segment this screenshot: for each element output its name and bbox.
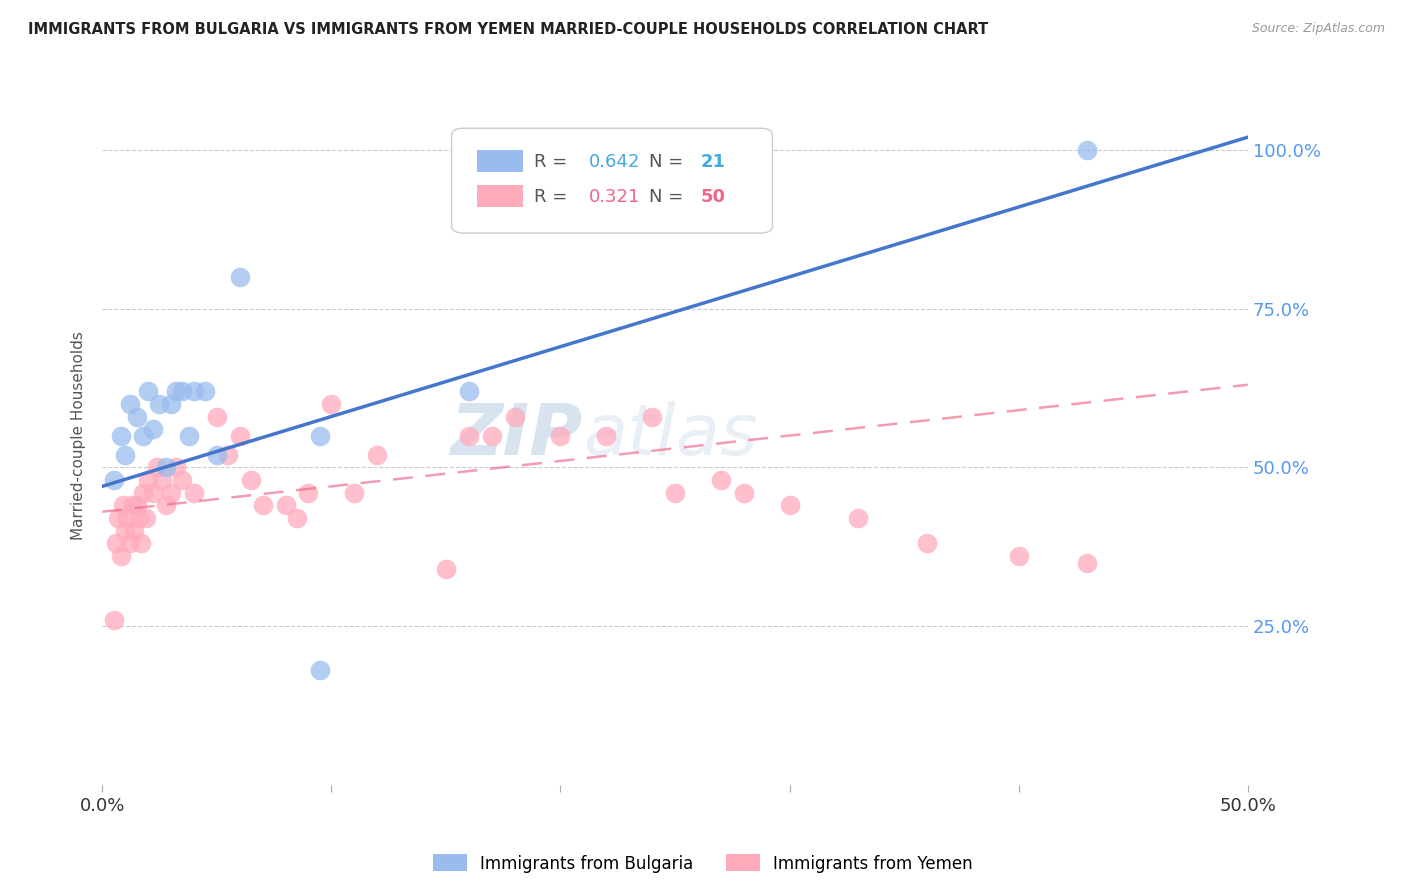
Point xyxy=(121,499,143,513)
Point xyxy=(155,499,177,513)
Point xyxy=(481,428,503,442)
Point xyxy=(118,397,141,411)
FancyBboxPatch shape xyxy=(477,185,523,207)
Point xyxy=(135,511,157,525)
Point xyxy=(132,485,155,500)
Point xyxy=(136,473,159,487)
Point xyxy=(205,448,228,462)
Point xyxy=(240,473,263,487)
Point xyxy=(155,460,177,475)
FancyBboxPatch shape xyxy=(451,128,772,233)
Text: 0.642: 0.642 xyxy=(589,153,641,170)
Text: ZIP: ZIP xyxy=(451,401,583,470)
Point xyxy=(205,409,228,424)
Point xyxy=(114,524,136,538)
Point xyxy=(595,428,617,442)
Point xyxy=(179,428,201,442)
Point xyxy=(128,511,150,525)
Text: 50: 50 xyxy=(700,187,725,206)
Text: Source: ZipAtlas.com: Source: ZipAtlas.com xyxy=(1251,22,1385,36)
Point xyxy=(148,397,170,411)
Point xyxy=(228,269,250,284)
FancyBboxPatch shape xyxy=(477,150,523,172)
Point xyxy=(132,428,155,442)
Point xyxy=(110,549,132,564)
Point xyxy=(915,536,938,550)
Point xyxy=(165,460,187,475)
Point xyxy=(125,409,148,424)
Point xyxy=(104,536,127,550)
Point xyxy=(457,428,479,442)
Point xyxy=(457,384,479,398)
Point xyxy=(641,409,664,424)
Point xyxy=(779,499,801,513)
Point xyxy=(129,536,152,550)
Text: 0.321: 0.321 xyxy=(589,187,641,206)
Point xyxy=(252,499,274,513)
Point xyxy=(142,485,165,500)
Point xyxy=(664,485,686,500)
Y-axis label: Married-couple Households: Married-couple Households xyxy=(72,331,86,540)
Point xyxy=(160,485,183,500)
Point xyxy=(228,428,250,442)
Point xyxy=(117,511,139,525)
Point xyxy=(160,397,183,411)
Text: N =: N = xyxy=(648,153,689,170)
Point xyxy=(125,499,148,513)
Point xyxy=(309,428,332,442)
Point xyxy=(183,485,205,500)
Legend: Immigrants from Bulgaria, Immigrants from Yemen: Immigrants from Bulgaria, Immigrants fro… xyxy=(426,847,980,880)
Point xyxy=(172,384,194,398)
Point xyxy=(274,499,297,513)
Point xyxy=(194,384,217,398)
Point xyxy=(114,448,136,462)
Point xyxy=(1076,556,1098,570)
Point xyxy=(183,384,205,398)
Point xyxy=(1076,143,1098,157)
Point xyxy=(124,524,146,538)
Point xyxy=(150,473,173,487)
Point xyxy=(733,485,755,500)
Point xyxy=(503,409,526,424)
Point xyxy=(107,511,129,525)
Point xyxy=(165,384,187,398)
Point xyxy=(136,384,159,398)
Point xyxy=(146,460,169,475)
Point xyxy=(103,473,125,487)
Point xyxy=(297,485,319,500)
Point xyxy=(172,473,194,487)
Point xyxy=(343,485,366,500)
Text: IMMIGRANTS FROM BULGARIA VS IMMIGRANTS FROM YEMEN MARRIED-COUPLE HOUSEHOLDS CORR: IMMIGRANTS FROM BULGARIA VS IMMIGRANTS F… xyxy=(28,22,988,37)
Point xyxy=(309,664,332,678)
Point xyxy=(846,511,869,525)
Point xyxy=(103,613,125,627)
Text: R =: R = xyxy=(534,187,574,206)
Point xyxy=(321,397,343,411)
Point xyxy=(118,536,141,550)
Point xyxy=(434,562,457,576)
Point xyxy=(1008,549,1031,564)
Text: 21: 21 xyxy=(700,153,725,170)
Text: N =: N = xyxy=(648,187,689,206)
Point xyxy=(285,511,308,525)
Point xyxy=(111,499,134,513)
Point xyxy=(366,448,388,462)
Text: R =: R = xyxy=(534,153,574,170)
Point xyxy=(550,428,572,442)
Point xyxy=(142,422,165,436)
Text: atlas: atlas xyxy=(583,401,758,470)
Point xyxy=(710,473,733,487)
Point xyxy=(110,428,132,442)
Point xyxy=(217,448,239,462)
